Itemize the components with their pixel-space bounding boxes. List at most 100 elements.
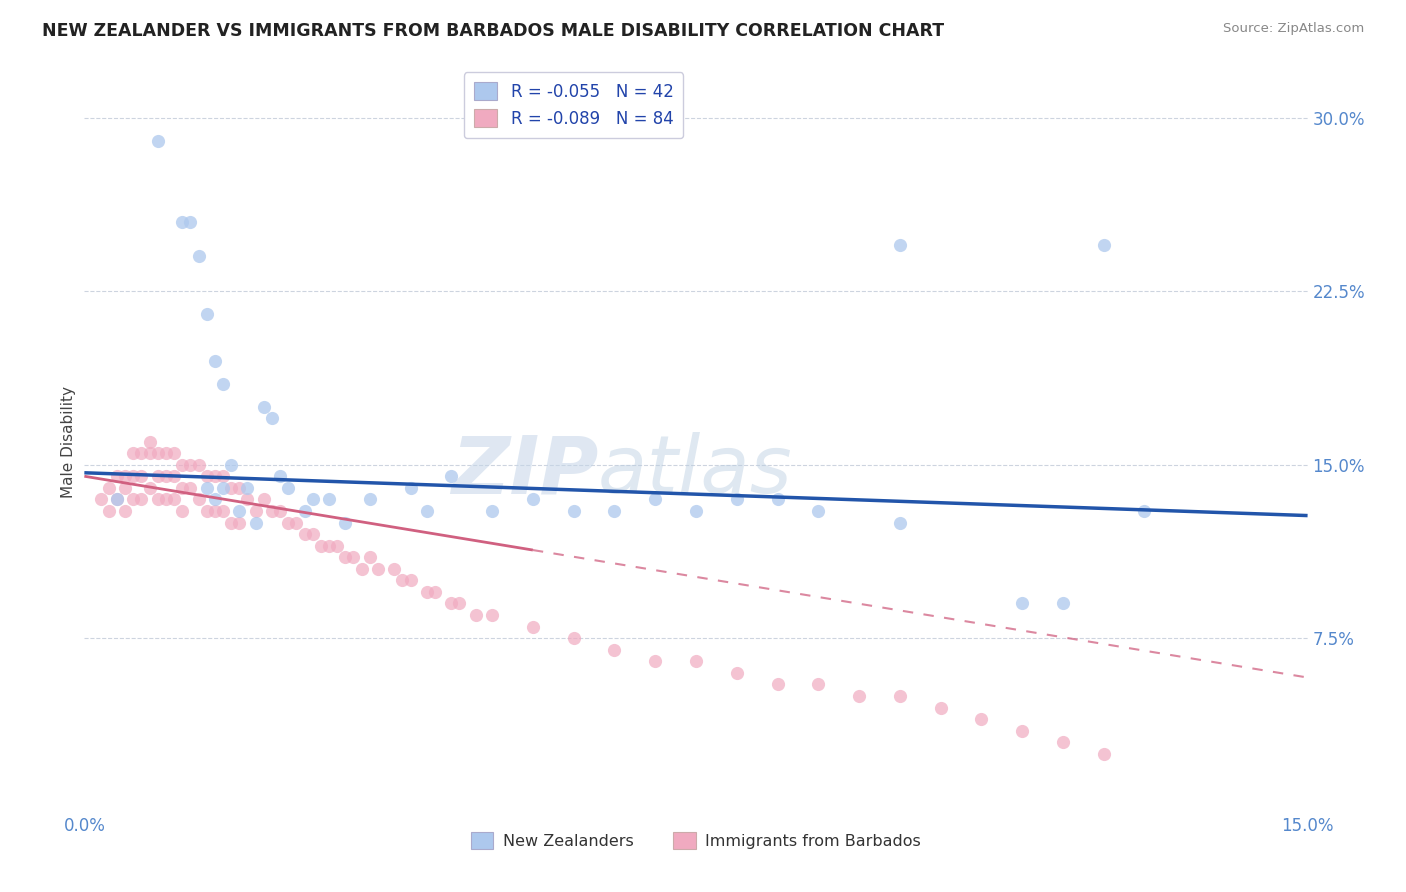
- Point: [301, 492, 323, 507]
- Point: [269, 504, 291, 518]
- Point: [228, 504, 250, 518]
- Point: [179, 458, 201, 472]
- Point: [131, 492, 153, 507]
- Point: [335, 550, 357, 565]
- Point: [416, 504, 439, 518]
- Point: [685, 654, 707, 668]
- Point: [277, 516, 299, 530]
- Point: [1011, 723, 1033, 738]
- Point: [212, 504, 235, 518]
- Point: [253, 492, 276, 507]
- Point: [766, 492, 789, 507]
- Point: [464, 608, 486, 623]
- Point: [423, 585, 446, 599]
- Point: [382, 562, 405, 576]
- Point: [481, 608, 503, 623]
- Point: [236, 492, 259, 507]
- Point: [228, 516, 250, 530]
- Point: [172, 215, 194, 229]
- Point: [105, 492, 128, 507]
- Point: [367, 562, 389, 576]
- Point: [644, 654, 666, 668]
- Y-axis label: Male Disability: Male Disability: [60, 385, 76, 498]
- Point: [1092, 238, 1115, 252]
- Point: [179, 481, 201, 495]
- Point: [807, 677, 830, 691]
- Point: [1092, 747, 1115, 761]
- Point: [187, 492, 209, 507]
- Point: [146, 134, 169, 148]
- Point: [807, 504, 830, 518]
- Point: [105, 469, 128, 483]
- Point: [318, 492, 340, 507]
- Point: [481, 504, 503, 518]
- Point: [204, 353, 226, 368]
- Point: [260, 411, 283, 425]
- Point: [114, 504, 136, 518]
- Point: [685, 504, 707, 518]
- Point: [212, 469, 235, 483]
- Point: [114, 469, 136, 483]
- Point: [562, 504, 585, 518]
- Point: [204, 504, 226, 518]
- Point: [195, 481, 218, 495]
- Point: [848, 689, 870, 703]
- Point: [122, 492, 145, 507]
- Point: [269, 469, 291, 483]
- Point: [970, 712, 993, 726]
- Point: [105, 492, 128, 507]
- Point: [359, 492, 381, 507]
- Point: [187, 250, 209, 264]
- Point: [318, 539, 340, 553]
- Point: [562, 631, 585, 645]
- Point: [163, 469, 186, 483]
- Point: [219, 516, 242, 530]
- Point: [204, 492, 226, 507]
- Point: [179, 215, 201, 229]
- Point: [253, 400, 276, 414]
- Point: [929, 700, 952, 714]
- Point: [889, 516, 911, 530]
- Point: [155, 446, 177, 460]
- Point: [1011, 597, 1033, 611]
- Point: [260, 504, 283, 518]
- Point: [301, 527, 323, 541]
- Point: [155, 492, 177, 507]
- Text: NEW ZEALANDER VS IMMIGRANTS FROM BARBADOS MALE DISABILITY CORRELATION CHART: NEW ZEALANDER VS IMMIGRANTS FROM BARBADO…: [42, 22, 945, 40]
- Point: [335, 516, 357, 530]
- Point: [131, 469, 153, 483]
- Point: [163, 446, 186, 460]
- Point: [172, 458, 194, 472]
- Point: [90, 492, 112, 507]
- Point: [172, 481, 194, 495]
- Point: [889, 689, 911, 703]
- Point: [228, 481, 250, 495]
- Point: [155, 469, 177, 483]
- Point: [326, 539, 349, 553]
- Point: [603, 504, 626, 518]
- Text: ZIP: ZIP: [451, 432, 598, 510]
- Point: [138, 434, 160, 449]
- Point: [195, 469, 218, 483]
- Point: [644, 492, 666, 507]
- Point: [359, 550, 381, 565]
- Point: [342, 550, 364, 565]
- Point: [172, 504, 194, 518]
- Point: [391, 574, 413, 588]
- Point: [725, 665, 748, 680]
- Point: [350, 562, 373, 576]
- Point: [294, 527, 316, 541]
- Point: [163, 492, 186, 507]
- Point: [146, 446, 169, 460]
- Point: [219, 458, 242, 472]
- Point: [219, 481, 242, 495]
- Point: [245, 516, 267, 530]
- Point: [195, 307, 218, 321]
- Point: [146, 469, 169, 483]
- Point: [399, 574, 422, 588]
- Point: [236, 481, 259, 495]
- Point: [285, 516, 308, 530]
- Point: [122, 446, 145, 460]
- Point: [399, 481, 422, 495]
- Point: [1052, 735, 1074, 749]
